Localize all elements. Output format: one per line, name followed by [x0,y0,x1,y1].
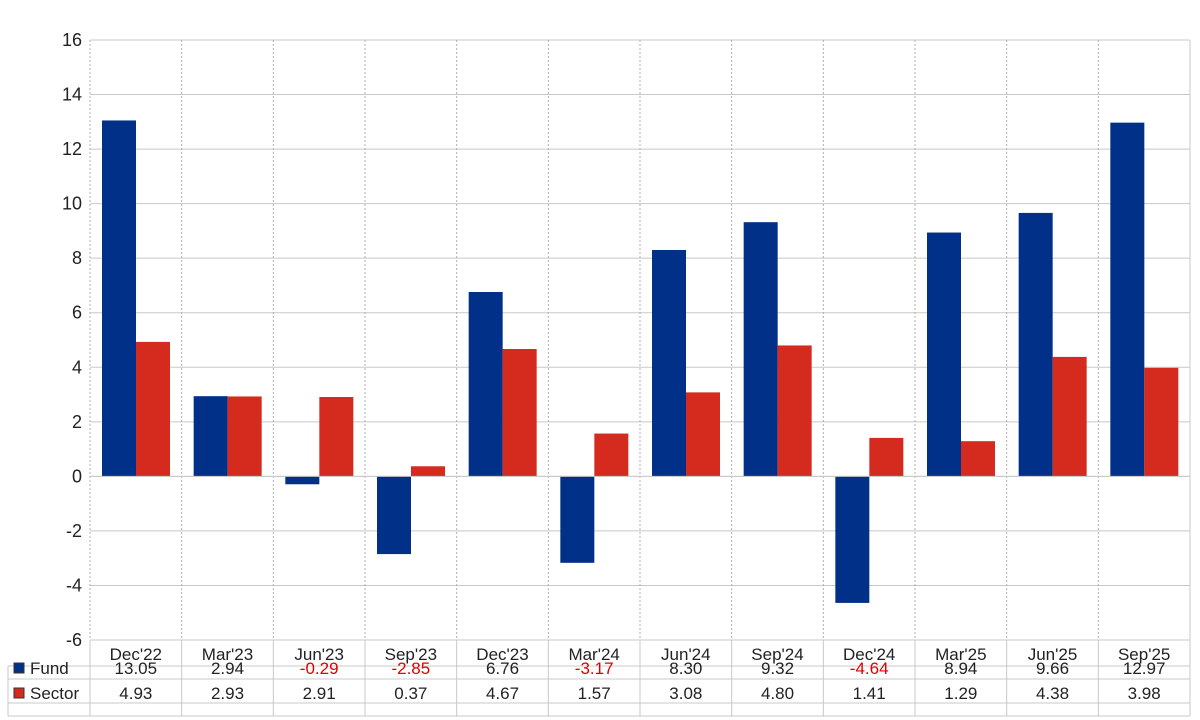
bar-fund [102,120,136,477]
data-label-sector: 0.37 [394,684,427,703]
bar-sector [1052,356,1087,477]
data-label-sector: 3.08 [669,684,702,703]
x-tick-label: Sep'23 [385,645,437,664]
legend-swatch-sector [13,687,25,699]
data-label-fund: -3.17 [575,659,614,678]
bar-sector [686,392,720,477]
x-tick-label: Jun'24 [661,645,711,664]
x-tick-label: Sep'24 [751,645,803,664]
y-tick-label: 0 [72,466,82,486]
bar-sector [502,349,537,477]
data-label-fund: 2.94 [211,659,244,678]
y-tick-label: 16 [62,30,82,50]
y-tick-label: 4 [72,357,82,377]
bar-sector [777,345,812,477]
bar-fund [652,250,686,477]
data-label-fund: 12.97 [1123,659,1166,678]
bar-fund [193,396,228,477]
data-label-sector: 1.57 [578,684,611,703]
bar-fund [560,476,595,563]
bar-fund [927,232,961,477]
y-tick-label: 14 [62,85,82,105]
bar-sector [411,466,445,477]
bar-fund [285,476,320,485]
y-tick-label: -2 [66,521,82,541]
y-tick-label: -6 [66,630,82,650]
bar-fund [377,476,411,555]
y-tick-label: 6 [72,303,82,323]
bar-fund [743,222,778,477]
data-label-sector: 2.91 [303,684,336,703]
bar-sector [227,396,262,477]
data-label-fund: 9.66 [1036,659,1069,678]
data-label-fund: 9.32 [761,659,794,678]
data-label-fund: -2.85 [391,659,430,678]
bar-fund [1110,122,1145,477]
x-tick-label: Dec'24 [843,645,895,664]
data-label-fund: 8.30 [669,659,702,678]
x-tick-label: Dec'22 [110,645,162,664]
data-label-fund: 8.94 [944,659,977,678]
y-tick-label: 8 [72,248,82,268]
y-tick-label: 12 [62,139,82,159]
x-tick-label: Jun'25 [1028,645,1078,664]
bar-sector [869,437,904,477]
bar-fund [468,292,503,477]
data-label-sector: 4.93 [119,684,152,703]
bar-fund [835,476,870,603]
y-tick-label: 2 [72,412,82,432]
bar-sector [1144,367,1179,477]
x-tick-label: Mar'24 [568,645,619,664]
data-label-sector: 1.41 [853,684,886,703]
legend-label-sector: Sector [30,684,79,703]
data-label-fund: 13.05 [115,659,158,678]
bar-sector [319,397,354,477]
data-label-fund: 6.76 [486,659,519,678]
x-tick-label: Mar'23 [202,645,253,664]
x-tick-label: Jun'23 [294,645,344,664]
bar-sector [136,341,170,477]
legend-label-fund: Fund [30,659,69,678]
y-tick-label: -4 [66,575,82,595]
data-label-sector: 2.93 [211,684,244,703]
data-label-sector: 4.38 [1036,684,1069,703]
data-label-sector: 4.67 [486,684,519,703]
data-label-sector: 1.29 [944,684,977,703]
bar-sector [594,433,629,477]
bar-sector [961,441,995,477]
data-label-sector: 3.98 [1128,684,1161,703]
x-tick-label: Dec'23 [476,645,528,664]
data-label-sector: 4.80 [761,684,794,703]
bar-fund [1018,212,1053,477]
y-tick-label: 10 [62,194,82,214]
legend-swatch-fund [13,662,25,674]
data-label-fund: -0.29 [300,659,339,678]
x-tick-label: Mar'25 [935,645,986,664]
x-tick-label: Sep'25 [1118,645,1170,664]
data-label-fund: -4.64 [850,659,889,678]
